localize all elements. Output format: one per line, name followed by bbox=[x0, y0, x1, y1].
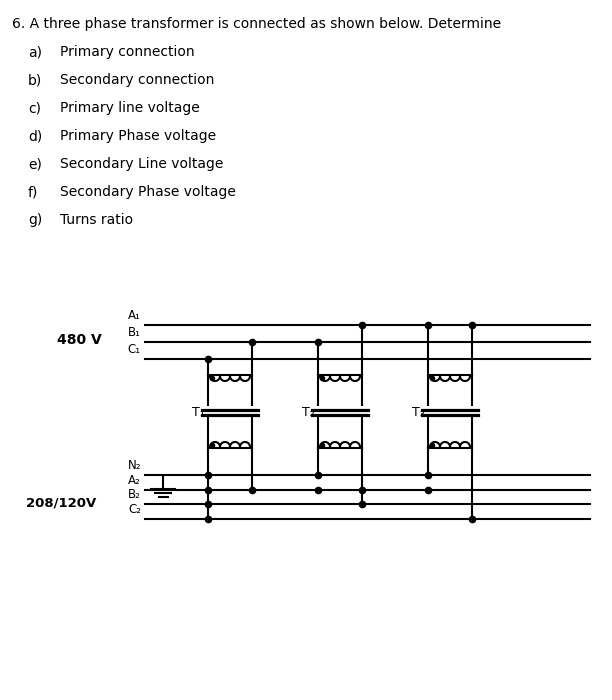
Text: f): f) bbox=[28, 185, 39, 199]
Text: Secondary Line voltage: Secondary Line voltage bbox=[60, 157, 223, 171]
Text: Primary Phase voltage: Primary Phase voltage bbox=[60, 129, 216, 143]
Text: Secondary connection: Secondary connection bbox=[60, 73, 214, 87]
Text: A₂: A₂ bbox=[129, 474, 141, 487]
Text: B₂: B₂ bbox=[128, 488, 141, 501]
Text: e): e) bbox=[28, 157, 42, 171]
Text: N₂: N₂ bbox=[127, 459, 141, 472]
Text: Primary line voltage: Primary line voltage bbox=[60, 101, 200, 115]
Text: a): a) bbox=[28, 45, 42, 59]
Text: Secondary Phase voltage: Secondary Phase voltage bbox=[60, 185, 236, 199]
Text: Turns ratio: Turns ratio bbox=[60, 213, 133, 227]
Text: g): g) bbox=[28, 213, 42, 227]
Text: c): c) bbox=[28, 101, 41, 115]
Text: C₂: C₂ bbox=[128, 503, 141, 516]
Text: C₁: C₁ bbox=[128, 343, 141, 356]
Text: A₁: A₁ bbox=[128, 309, 141, 322]
Text: 6. A three phase transformer is connected as shown below. Determine: 6. A three phase transformer is connecte… bbox=[12, 17, 501, 31]
Text: 480 V: 480 V bbox=[58, 333, 102, 347]
Text: B₁: B₁ bbox=[128, 326, 141, 339]
Text: d): d) bbox=[28, 129, 42, 143]
Text: b): b) bbox=[28, 73, 42, 87]
Text: T₃: T₃ bbox=[412, 406, 425, 419]
Text: 208/120V: 208/120V bbox=[26, 496, 96, 509]
Text: T₁: T₁ bbox=[192, 406, 205, 419]
Text: T₂: T₂ bbox=[302, 406, 315, 419]
Text: Primary connection: Primary connection bbox=[60, 45, 195, 59]
